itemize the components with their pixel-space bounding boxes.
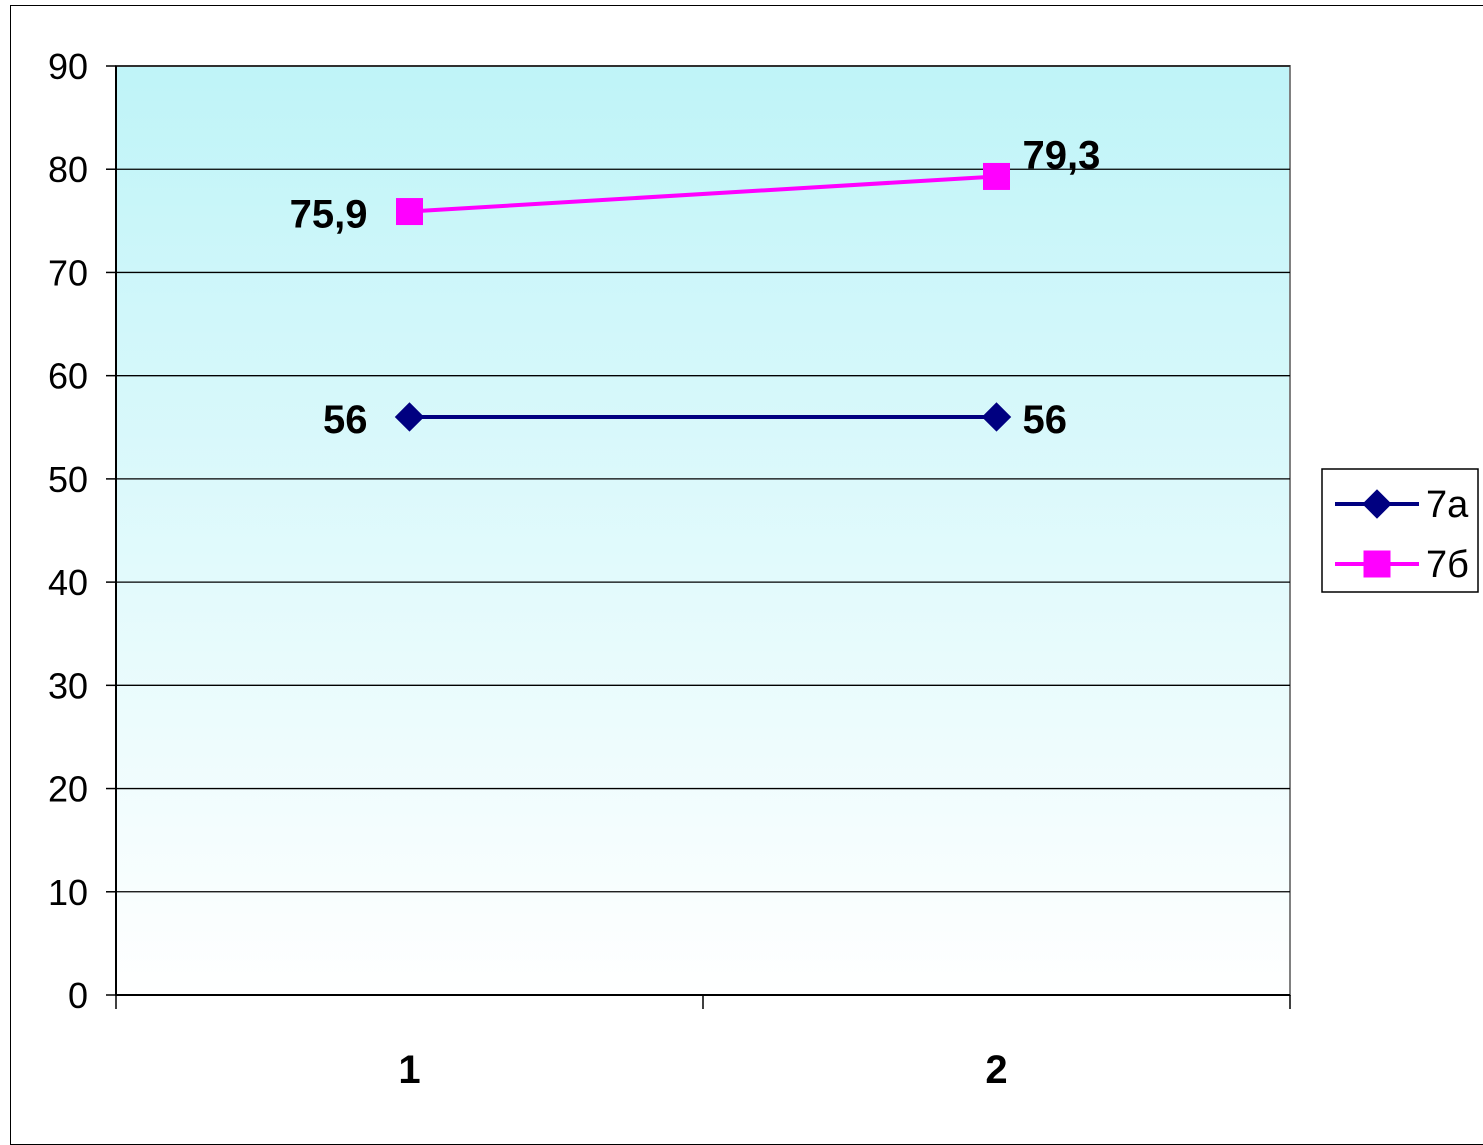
data-label: 79,3 bbox=[1023, 133, 1101, 177]
y-tick-label: 80 bbox=[48, 149, 88, 190]
data-label: 75,9 bbox=[290, 193, 368, 237]
data-label: 56 bbox=[323, 398, 368, 442]
y-tick-label: 20 bbox=[48, 769, 88, 810]
legend-label: 7б bbox=[1426, 544, 1469, 586]
data-point bbox=[396, 198, 423, 226]
grid-lines bbox=[116, 65, 1290, 893]
y-axis: 0 10 20 30 40 50 60 70 80 90 bbox=[48, 46, 117, 1016]
y-tick-label: 10 bbox=[48, 872, 88, 913]
y-tick-label: 50 bbox=[48, 459, 88, 500]
legend-box bbox=[1321, 468, 1479, 593]
y-tick-label: 30 bbox=[48, 665, 88, 706]
legend-marker bbox=[1363, 550, 1391, 578]
x-tick-label: 1 bbox=[398, 1048, 420, 1092]
series-layer bbox=[394, 162, 1012, 432]
y-tick-label: 90 bbox=[48, 46, 88, 87]
data-point bbox=[983, 162, 1010, 190]
data-label: 56 bbox=[1023, 398, 1068, 442]
data-point bbox=[981, 402, 1012, 432]
y-tick-label: 60 bbox=[48, 356, 88, 397]
plot-area bbox=[115, 65, 1291, 996]
legend-label: 7а bbox=[1426, 484, 1469, 526]
data-point bbox=[394, 402, 425, 432]
y-tick-label: 0 bbox=[68, 975, 88, 1016]
y-tick-label: 40 bbox=[48, 562, 88, 603]
series-line bbox=[409, 174, 997, 214]
y-tick-label: 70 bbox=[48, 252, 88, 293]
data-labels: 56 56 75,9 79,3 bbox=[290, 133, 1101, 442]
legend-marker bbox=[1362, 489, 1392, 519]
x-tick-label: 2 bbox=[985, 1048, 1007, 1092]
